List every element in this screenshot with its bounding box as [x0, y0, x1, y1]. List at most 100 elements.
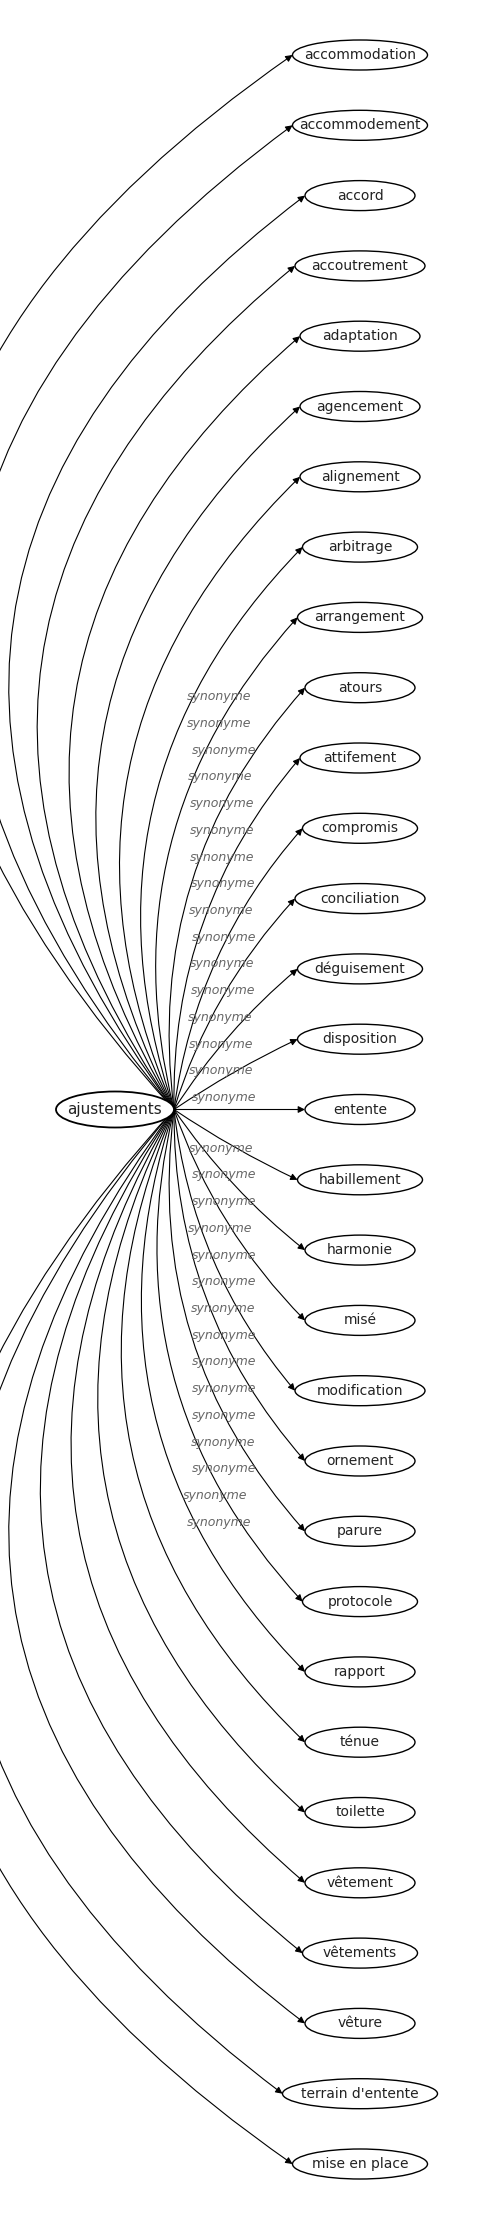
Ellipse shape [305, 1094, 415, 1125]
FancyArrowPatch shape [174, 1110, 296, 1181]
Ellipse shape [303, 814, 418, 843]
Text: synonyme: synonyme [188, 770, 252, 783]
Text: synonyme: synonyme [189, 956, 254, 970]
Ellipse shape [298, 601, 423, 632]
Text: protocole: protocole [327, 1595, 393, 1609]
Text: accoutrement: accoutrement [311, 260, 408, 273]
Text: synonyme: synonyme [187, 690, 251, 703]
Text: synonyme: synonyme [189, 850, 254, 863]
Text: déguisement: déguisement [314, 961, 405, 976]
Text: synonyme: synonyme [189, 823, 254, 837]
FancyArrowPatch shape [174, 759, 299, 1110]
Ellipse shape [303, 1587, 418, 1618]
Ellipse shape [298, 954, 423, 983]
FancyArrowPatch shape [174, 1110, 304, 1460]
Text: synonyme: synonyme [191, 1196, 256, 1207]
FancyArrowPatch shape [174, 899, 294, 1110]
Text: accommodement: accommodement [299, 118, 421, 133]
Ellipse shape [300, 391, 420, 422]
Text: synonyme: synonyme [190, 877, 255, 890]
FancyArrowPatch shape [96, 408, 299, 1110]
FancyArrowPatch shape [0, 1110, 281, 2093]
Text: synonyme: synonyme [191, 1249, 256, 1263]
Text: misé: misé [343, 1314, 376, 1327]
Text: rapport: rapport [334, 1664, 386, 1680]
Text: habillement: habillement [319, 1174, 401, 1187]
Text: compromis: compromis [321, 821, 399, 834]
Text: synonyme: synonyme [189, 797, 254, 810]
FancyArrowPatch shape [169, 688, 304, 1110]
Text: synonyme: synonyme [191, 743, 256, 757]
Text: modification: modification [317, 1385, 403, 1398]
FancyArrowPatch shape [169, 1110, 304, 1531]
Ellipse shape [303, 533, 418, 561]
Text: terrain d'entente: terrain d'entente [301, 2086, 419, 2101]
Ellipse shape [295, 1376, 425, 1405]
Text: synonyme: synonyme [188, 1012, 252, 1023]
Text: vêtements: vêtements [323, 1946, 397, 1959]
Text: synonyme: synonyme [183, 1489, 247, 1502]
Ellipse shape [300, 322, 420, 351]
Ellipse shape [305, 1447, 415, 1476]
FancyArrowPatch shape [69, 337, 299, 1110]
FancyArrowPatch shape [98, 1110, 304, 1811]
Text: synonyme: synonyme [191, 1356, 256, 1369]
Ellipse shape [56, 1092, 174, 1127]
Text: harmonie: harmonie [327, 1243, 393, 1258]
Ellipse shape [293, 40, 428, 71]
FancyArrowPatch shape [9, 195, 304, 1110]
Text: alignement: alignement [321, 470, 400, 484]
Ellipse shape [295, 251, 425, 282]
Text: entente: entente [333, 1103, 387, 1116]
Ellipse shape [282, 2079, 437, 2108]
FancyArrowPatch shape [174, 1110, 304, 1320]
FancyArrowPatch shape [141, 548, 302, 1110]
Text: synonyme: synonyme [188, 903, 253, 916]
Text: synonyme: synonyme [188, 1065, 253, 1076]
Ellipse shape [305, 1236, 415, 1265]
Ellipse shape [305, 1516, 415, 1547]
FancyArrowPatch shape [0, 1110, 291, 2164]
Text: mise en place: mise en place [312, 2157, 408, 2170]
Text: synonyme: synonyme [190, 1303, 255, 1316]
Ellipse shape [305, 672, 415, 703]
Ellipse shape [293, 111, 428, 140]
Text: synonyme: synonyme [190, 1436, 255, 1449]
Text: synonyme: synonyme [191, 1409, 256, 1422]
Ellipse shape [295, 883, 425, 914]
Ellipse shape [293, 2148, 428, 2179]
FancyArrowPatch shape [174, 970, 297, 1110]
FancyArrowPatch shape [0, 126, 291, 1110]
FancyArrowPatch shape [9, 1110, 304, 2024]
Ellipse shape [298, 1025, 423, 1054]
Ellipse shape [303, 1937, 418, 1968]
Text: ornement: ornement [326, 1453, 394, 1469]
FancyArrowPatch shape [141, 1110, 304, 1671]
Text: synonyme: synonyme [188, 1143, 253, 1154]
Text: arrangement: arrangement [314, 610, 405, 624]
FancyArrowPatch shape [157, 1110, 302, 1600]
Ellipse shape [305, 2008, 415, 2039]
Text: ajustements: ajustements [67, 1103, 162, 1116]
Ellipse shape [305, 180, 415, 211]
Text: agencement: agencement [316, 399, 403, 413]
Ellipse shape [300, 462, 420, 493]
Text: synonyme: synonyme [188, 1038, 253, 1050]
Text: accommodation: accommodation [304, 49, 416, 62]
Text: synonyme: synonyme [191, 1382, 256, 1396]
FancyArrowPatch shape [40, 1110, 302, 1953]
Ellipse shape [305, 1726, 415, 1757]
FancyArrowPatch shape [120, 477, 299, 1110]
Text: accord: accord [337, 189, 383, 202]
FancyArrowPatch shape [121, 1110, 304, 1742]
Text: attifement: attifement [323, 750, 397, 766]
Text: disposition: disposition [323, 1032, 398, 1045]
Ellipse shape [300, 743, 420, 772]
FancyArrowPatch shape [0, 55, 291, 1109]
Text: synonyme: synonyme [188, 1223, 252, 1234]
Text: vêture: vêture [338, 2017, 382, 2030]
Text: ténue: ténue [340, 1735, 380, 1749]
Text: synonyme: synonyme [191, 1462, 256, 1476]
Text: synonyme: synonyme [191, 1276, 256, 1289]
Text: synonyme: synonyme [191, 1092, 256, 1105]
